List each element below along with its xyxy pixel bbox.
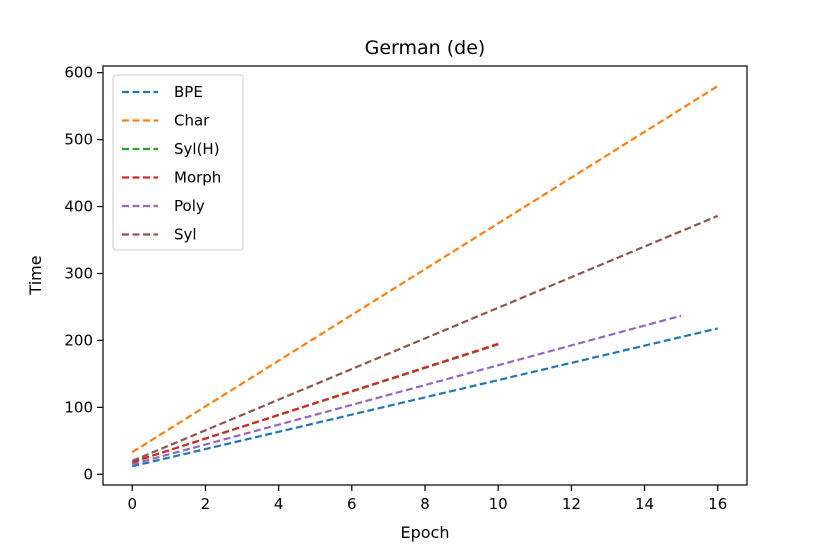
legend-label: Poly xyxy=(174,197,205,215)
x-tick-label: 12 xyxy=(562,495,581,513)
y-axis: 0 100 200 300 400 500 600 xyxy=(64,64,103,483)
x-tick-label: 8 xyxy=(420,495,430,513)
x-tick-label: 4 xyxy=(274,495,284,513)
y-tick-label: 500 xyxy=(64,131,93,149)
x-tick-label: 0 xyxy=(127,495,137,513)
y-tick-label: 400 xyxy=(64,198,93,216)
series-line-poly xyxy=(132,314,682,466)
legend-label: Morph xyxy=(174,169,221,187)
legend-label: Syl(H) xyxy=(174,140,220,158)
x-tick-label: 14 xyxy=(635,495,654,513)
legend-label: BPE xyxy=(174,83,203,101)
series-line-syl xyxy=(131,214,719,462)
legend-box xyxy=(112,74,244,251)
x-tick-label: 6 xyxy=(347,495,357,513)
legend-label: Syl xyxy=(174,226,197,244)
legend-label: Char xyxy=(174,112,210,130)
y-tick-label: 600 xyxy=(64,64,93,82)
x-axis-label: Epoch xyxy=(401,523,450,542)
x-tick-label: 10 xyxy=(489,495,508,513)
x-tick-label: 2 xyxy=(201,495,211,513)
plot-lines xyxy=(131,85,719,468)
y-tick-label: 300 xyxy=(64,264,93,282)
x-tick-label: 16 xyxy=(708,495,727,513)
series-line-bpe xyxy=(132,327,718,468)
y-axis-label: Time xyxy=(26,255,45,295)
chart-title: German (de) xyxy=(365,37,486,59)
y-tick-label: 0 xyxy=(83,465,93,483)
x-axis: 0 2 4 6 8 10 12 14 16 xyxy=(127,485,727,513)
y-tick-label: 200 xyxy=(64,331,93,349)
series-line-morph xyxy=(131,342,499,464)
y-tick-label: 100 xyxy=(64,398,93,416)
legend: BPE Char Syl(H) Morph Poly Syl xyxy=(112,74,244,251)
